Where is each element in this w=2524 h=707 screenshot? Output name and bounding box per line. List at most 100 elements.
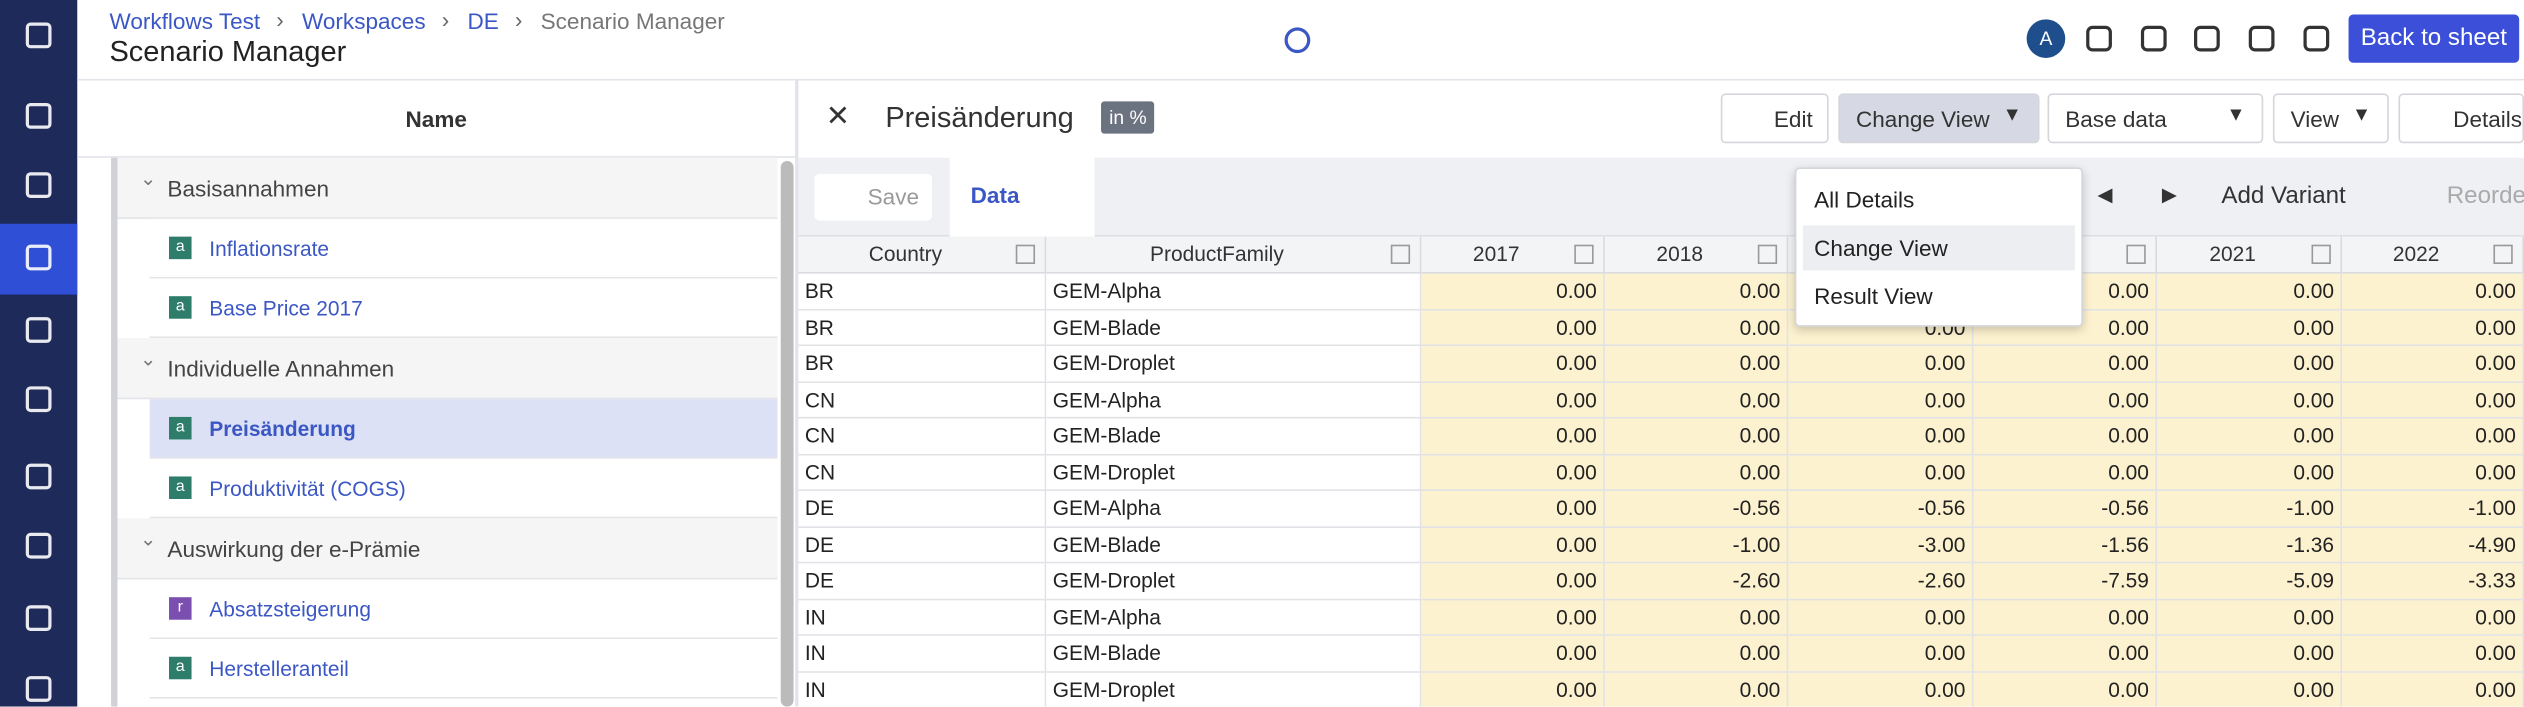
menu-item[interactable]: All Details: [1802, 177, 2075, 223]
table-cell[interactable]: -1.00: [2342, 490, 2524, 528]
table-cell[interactable]: 0.00: [1421, 418, 1605, 455]
nav-icon[interactable]: [25, 605, 52, 632]
table-cell[interactable]: GEM-Droplet: [1046, 563, 1422, 600]
table-cell[interactable]: 0.00: [1604, 418, 1789, 455]
table-cell[interactable]: 0.00: [1788, 599, 1974, 636]
column-header[interactable]: 2021: [2156, 236, 2343, 274]
table-cell[interactable]: DE: [798, 490, 1047, 528]
table-cell[interactable]: 0.00: [1604, 273, 1789, 310]
table-cell[interactable]: BR: [798, 346, 1047, 383]
table-cell[interactable]: 0.00: [2342, 635, 2524, 673]
table-cell[interactable]: -1.36: [2156, 527, 2343, 564]
column-header[interactable]: 2017: [1421, 236, 1605, 274]
item-row[interactable]: a Inflationsrate: [149, 218, 778, 279]
table-cell[interactable]: 0.00: [1421, 454, 1605, 491]
table-cell[interactable]: 0.00: [1788, 672, 1974, 707]
item-row[interactable]: a Base Price 2017: [149, 278, 778, 339]
table-cell[interactable]: 0.00: [1421, 563, 1605, 600]
toolbar-icon[interactable]: [2248, 25, 2275, 52]
history-icon[interactable]: [1284, 27, 1311, 54]
table-cell[interactable]: -1.00: [1604, 527, 1789, 564]
breadcrumb-item[interactable]: Workflows Test: [109, 8, 261, 34]
table-cell[interactable]: -1.00: [2156, 490, 2343, 528]
group-row[interactable]: ⌄ Individuelle Annahmen: [117, 338, 778, 400]
save-button[interactable]: Save: [814, 173, 933, 221]
item-row[interactable]: r Absatzsteigerung: [149, 579, 778, 640]
toolbar-icon[interactable]: [2194, 25, 2220, 52]
table-cell[interactable]: GEM-Blade: [1046, 527, 1422, 564]
table-cell[interactable]: -1.56: [1973, 527, 2157, 564]
table-cell[interactable]: GEM-Alpha: [1046, 382, 1422, 419]
table-cell[interactable]: CN: [798, 418, 1047, 455]
table-cell[interactable]: 0.00: [1421, 635, 1605, 673]
table-cell[interactable]: GEM-Alpha: [1046, 599, 1422, 636]
table-cell[interactable]: BR: [798, 309, 1047, 347]
table-cell[interactable]: -7.59: [1973, 563, 2157, 600]
avatar[interactable]: A: [2026, 19, 2066, 58]
table-cell[interactable]: 0.00: [2156, 672, 2343, 707]
table-cell[interactable]: 0.00: [1421, 527, 1605, 564]
table-cell[interactable]: IN: [798, 635, 1047, 673]
table-cell[interactable]: 0.00: [1421, 599, 1605, 636]
table-cell[interactable]: CN: [798, 382, 1047, 419]
table-cell[interactable]: 0.00: [1604, 454, 1789, 491]
menu-item[interactable]: Result View: [1802, 273, 2075, 319]
table-cell[interactable]: 0.00: [2156, 599, 2343, 636]
table-cell[interactable]: -2.60: [1604, 563, 1789, 600]
item-row[interactable]: a Herstelleranteil: [149, 639, 778, 699]
table-cell[interactable]: 0.00: [2342, 346, 2524, 383]
nav-icon[interactable]: [25, 317, 52, 343]
table-cell[interactable]: 0.00: [1973, 599, 2157, 636]
table-cell[interactable]: GEM-Droplet: [1046, 346, 1422, 383]
toolbar-icon[interactable]: [2086, 25, 2112, 52]
nav-icon[interactable]: [25, 244, 52, 271]
table-cell[interactable]: 0.00: [1604, 346, 1789, 383]
nav-icon[interactable]: [25, 386, 52, 413]
back-button[interactable]: Back to sheet: [2348, 14, 2520, 63]
table-cell[interactable]: 0.00: [2156, 346, 2343, 383]
nav-icon[interactable]: [25, 676, 52, 702]
table-cell[interactable]: 0.00: [2156, 635, 2343, 673]
table-cell[interactable]: 0.00: [2342, 382, 2524, 419]
pager[interactable]: ◀: [2097, 183, 2113, 207]
table-cell[interactable]: CN: [798, 454, 1047, 491]
breadcrumb-item[interactable]: DE: [467, 8, 499, 34]
nav-icon[interactable]: [25, 103, 52, 129]
nav-icon[interactable]: [25, 463, 52, 490]
nav-icon[interactable]: [25, 22, 52, 49]
table-cell[interactable]: 0.00: [2342, 273, 2524, 310]
table-cell[interactable]: 0.00: [1788, 382, 1974, 419]
table-cell[interactable]: GEM-Droplet: [1046, 672, 1422, 707]
table-cell[interactable]: 0.00: [1973, 346, 2157, 383]
panel-button[interactable]: Base data ▼: [2047, 93, 2264, 144]
panel-button[interactable]: Details: [2398, 93, 2524, 144]
table-cell[interactable]: 0.00: [1421, 346, 1605, 383]
group-row[interactable]: ⌄ Auswirkung der e-Prämie: [117, 518, 778, 580]
item-row[interactable]: a Preisänderung: [149, 399, 778, 459]
table-cell[interactable]: 0.00: [2156, 273, 2343, 310]
reorder[interactable]: Reorde: [2446, 181, 2524, 210]
breadcrumb-item[interactable]: Workspaces: [302, 8, 426, 34]
table-cell[interactable]: 0.00: [1973, 382, 2157, 419]
table-cell[interactable]: IN: [798, 599, 1047, 636]
table-cell[interactable]: 0.00: [1421, 273, 1605, 310]
table-cell[interactable]: -3.00: [1788, 527, 1974, 564]
table-cell[interactable]: -0.56: [1604, 490, 1789, 528]
column-header[interactable]: Country: [798, 236, 1047, 274]
table-cell[interactable]: 0.00: [1421, 672, 1605, 707]
close-icon[interactable]: ✕: [825, 99, 851, 132]
toolbar-icon[interactable]: [2303, 25, 2330, 52]
table-cell[interactable]: 0.00: [1421, 309, 1605, 347]
table-cell[interactable]: DE: [798, 563, 1047, 600]
table-cell[interactable]: 0.00: [2342, 418, 2524, 455]
table-cell[interactable]: 0.00: [1421, 490, 1605, 528]
table-cell[interactable]: 0.00: [1421, 382, 1605, 419]
table-cell[interactable]: 0.00: [1604, 599, 1789, 636]
table-cell[interactable]: 0.00: [2342, 672, 2524, 707]
table-cell[interactable]: -0.56: [1788, 490, 1974, 528]
table-cell[interactable]: 0.00: [2342, 599, 2524, 636]
table-cell[interactable]: 0.00: [2156, 418, 2343, 455]
table-cell[interactable]: 0.00: [1788, 635, 1974, 673]
nav-icon[interactable]: [25, 532, 52, 559]
table-cell[interactable]: GEM-Alpha: [1046, 273, 1422, 310]
